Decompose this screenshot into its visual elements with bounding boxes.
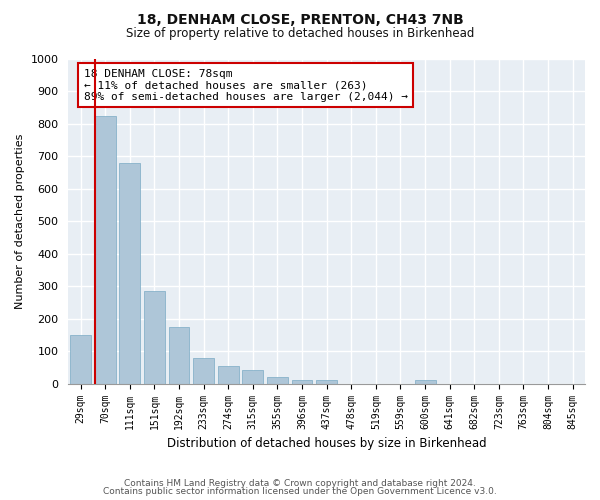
Bar (415, 380, 436, 384)
Bar (292, 380, 313, 384)
Bar (70, 335, 91, 384)
Bar (267, 377, 288, 384)
Bar (242, 370, 263, 384)
Bar (316, 380, 337, 384)
Bar (169, 327, 190, 384)
Bar (144, 291, 165, 384)
Bar (218, 366, 239, 384)
Bar (95, 116, 116, 384)
Bar (193, 358, 214, 384)
Text: Size of property relative to detached houses in Birkenhead: Size of property relative to detached ho… (126, 28, 474, 40)
Text: 18 DENHAM CLOSE: 78sqm
← 11% of detached houses are smaller (263)
89% of semi-de: 18 DENHAM CLOSE: 78sqm ← 11% of detached… (84, 68, 408, 102)
Text: 18, DENHAM CLOSE, PRENTON, CH43 7NB: 18, DENHAM CLOSE, PRENTON, CH43 7NB (137, 12, 463, 26)
X-axis label: Distribution of detached houses by size in Birkenhead: Distribution of detached houses by size … (167, 437, 487, 450)
Bar (119, 163, 140, 384)
Text: Contains public sector information licensed under the Open Government Licence v3: Contains public sector information licen… (103, 487, 497, 496)
Y-axis label: Number of detached properties: Number of detached properties (15, 134, 25, 309)
Text: Contains HM Land Registry data © Crown copyright and database right 2024.: Contains HM Land Registry data © Crown c… (124, 478, 476, 488)
